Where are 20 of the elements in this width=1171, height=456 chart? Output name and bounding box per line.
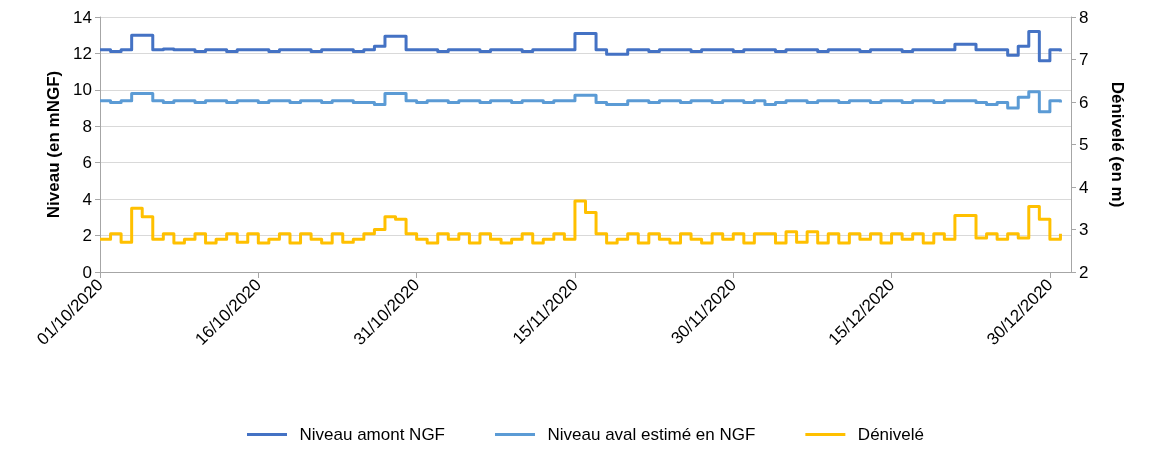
y-tick-label: 0 [82, 262, 92, 282]
y-axis-title: Niveau (en mNGF) [44, 70, 63, 219]
y-tick-label: 14 [73, 7, 92, 27]
y-tick-label: 2 [82, 226, 92, 246]
legend-label: Dénivelé [857, 425, 925, 444]
y-tick-label: 10 [73, 80, 92, 100]
y-tick-label: 12 [73, 43, 92, 63]
y2-tick-label: 7 [1079, 50, 1089, 69]
y2-axis-title: Dénivelé (en m) [1108, 81, 1127, 208]
y-tick-label: 4 [82, 189, 92, 209]
y2-tick-label: 2 [1079, 262, 1089, 282]
y2-tick-label: 6 [1079, 92, 1089, 112]
y-tick-label: 8 [82, 116, 92, 136]
y2-tick-label: 3 [1079, 220, 1089, 239]
y2-tick-label: 8 [1079, 7, 1089, 27]
legend-label: Niveau amont NGF [299, 425, 445, 444]
legend-label: Niveau aval estimé en NGF [547, 425, 756, 444]
y2-tick-label: 4 [1079, 177, 1089, 197]
y-tick-label: 6 [82, 153, 92, 173]
y2-tick-label: 5 [1079, 135, 1089, 154]
